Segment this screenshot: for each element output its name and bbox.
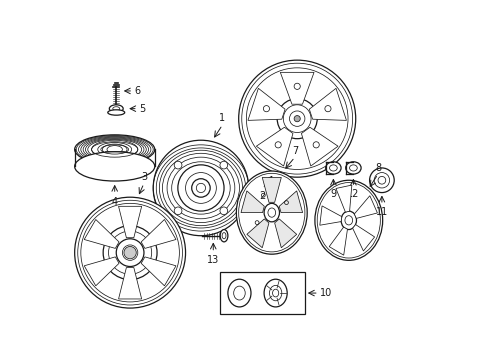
Circle shape (324, 105, 330, 112)
Polygon shape (309, 88, 346, 120)
Text: 2: 2 (259, 191, 265, 201)
Polygon shape (335, 185, 351, 212)
Polygon shape (118, 267, 142, 299)
Polygon shape (141, 257, 176, 286)
Polygon shape (319, 206, 341, 225)
Text: 3: 3 (141, 172, 147, 182)
Circle shape (220, 161, 227, 169)
Text: 8: 8 (374, 163, 380, 172)
Polygon shape (280, 72, 313, 104)
Polygon shape (279, 191, 302, 213)
Circle shape (312, 142, 319, 148)
Text: 11: 11 (375, 207, 387, 217)
Circle shape (238, 60, 355, 177)
Circle shape (75, 197, 185, 308)
Text: 12: 12 (346, 189, 359, 199)
Polygon shape (328, 227, 347, 255)
Ellipse shape (264, 279, 286, 307)
Polygon shape (354, 196, 377, 219)
Circle shape (174, 161, 182, 169)
Circle shape (123, 247, 136, 259)
Polygon shape (352, 225, 374, 251)
Polygon shape (84, 257, 119, 286)
Text: 4: 4 (111, 197, 118, 207)
Polygon shape (241, 191, 264, 213)
Text: 6: 6 (135, 86, 141, 96)
Circle shape (220, 207, 227, 215)
Polygon shape (262, 177, 281, 202)
Circle shape (293, 83, 300, 89)
Text: 5: 5 (139, 104, 145, 114)
Polygon shape (220, 272, 305, 314)
Circle shape (369, 168, 393, 193)
Polygon shape (274, 219, 296, 248)
Ellipse shape (220, 230, 227, 242)
Ellipse shape (75, 152, 154, 181)
Ellipse shape (314, 180, 382, 260)
Circle shape (263, 105, 269, 112)
Circle shape (293, 116, 300, 122)
Circle shape (275, 142, 281, 148)
Text: 7: 7 (291, 145, 297, 156)
Ellipse shape (325, 162, 341, 174)
Text: 10: 10 (320, 288, 332, 298)
Ellipse shape (236, 171, 306, 254)
Ellipse shape (107, 110, 124, 115)
Polygon shape (247, 88, 285, 120)
Polygon shape (141, 220, 176, 248)
Ellipse shape (345, 162, 360, 174)
Polygon shape (246, 219, 268, 248)
Polygon shape (84, 220, 119, 248)
Circle shape (174, 207, 182, 215)
Polygon shape (301, 127, 337, 166)
Ellipse shape (109, 105, 123, 112)
Text: 1: 1 (219, 113, 225, 122)
Polygon shape (118, 206, 142, 238)
Ellipse shape (227, 279, 250, 307)
Text: 13: 13 (207, 255, 219, 265)
Text: 9: 9 (330, 189, 336, 199)
Polygon shape (256, 127, 292, 166)
